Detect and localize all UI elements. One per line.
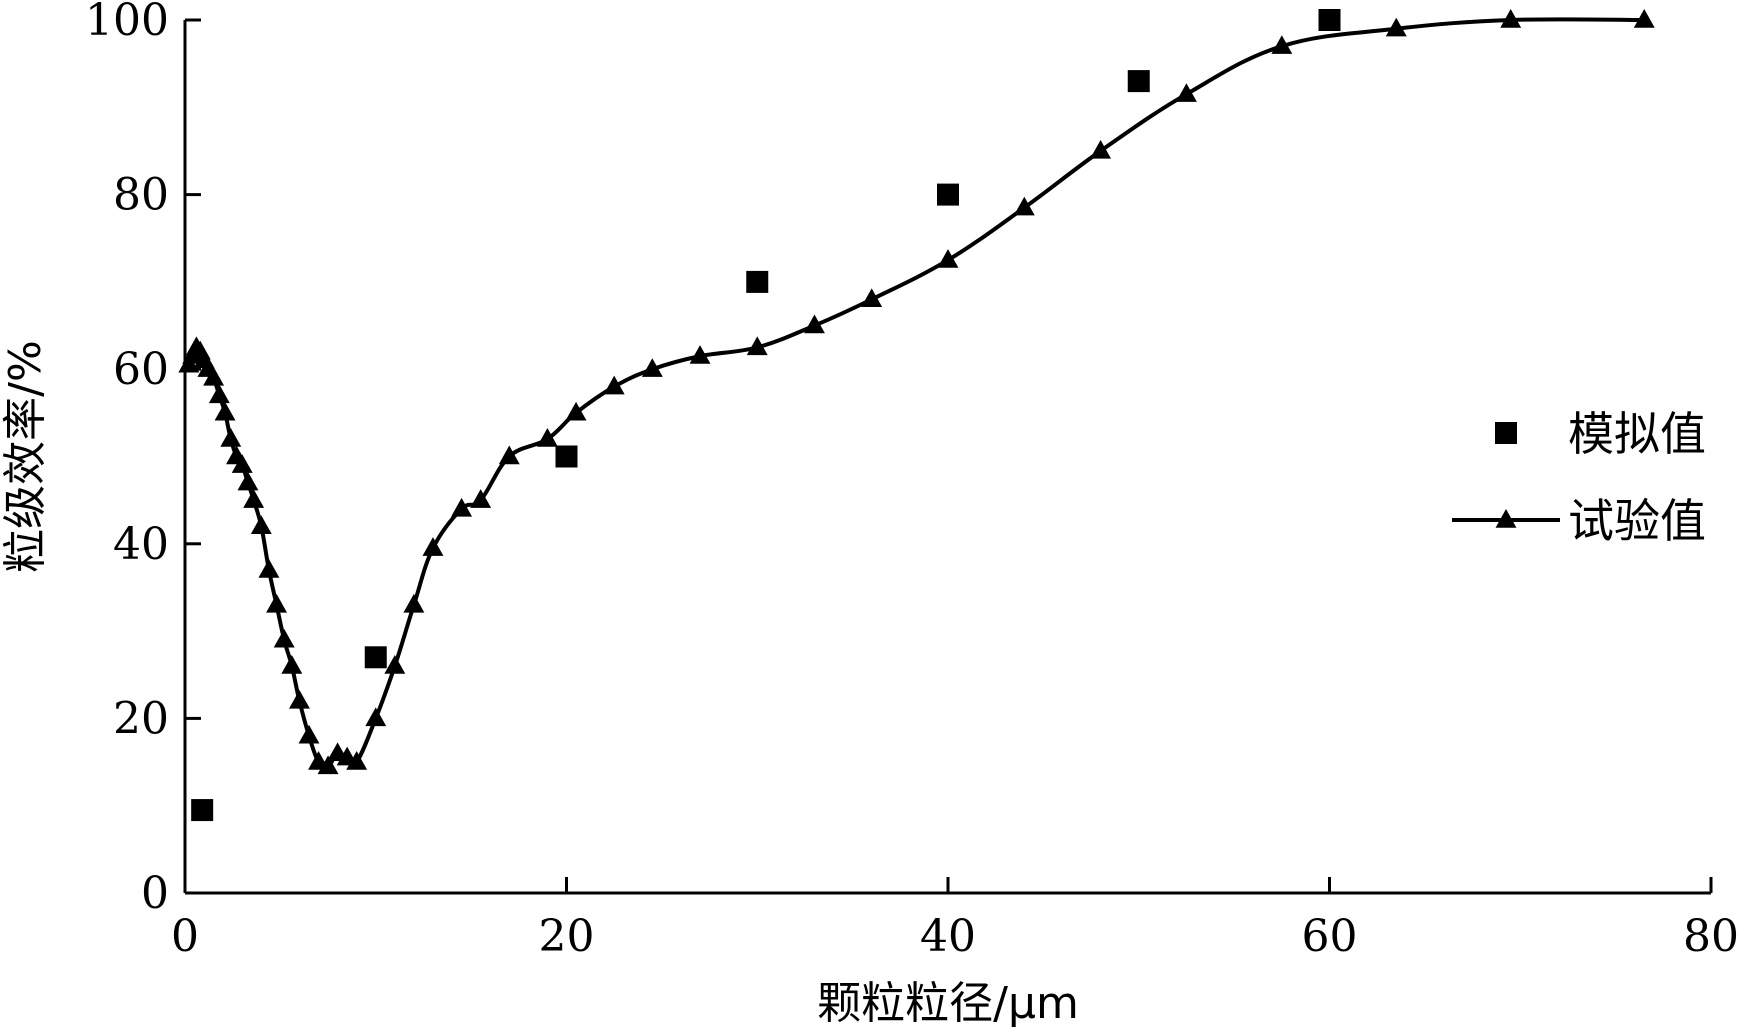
x-tick-label: 60 [1302, 911, 1358, 962]
y-axis: 0 20 40 60 80 100 [85, 0, 201, 919]
data-point-triangle [498, 445, 520, 465]
y-tick-label: 80 [113, 170, 169, 221]
legend-label: 模拟值 [1568, 407, 1706, 461]
y-tick-label: 40 [113, 519, 169, 570]
data-point-triangle [689, 345, 711, 364]
data-point-triangle [250, 515, 272, 535]
data-point-square [746, 270, 769, 293]
y-tick-label: 0 [141, 868, 169, 919]
x-tick-label: 20 [539, 911, 595, 962]
series-line [186, 17, 1645, 770]
data-point-triangle [273, 628, 295, 648]
data-point-square [364, 646, 387, 669]
data-point-triangle [1013, 196, 1035, 216]
x-tick-label: 0 [171, 911, 199, 962]
legend-marker-square [1495, 422, 1517, 444]
y-tick-label: 20 [113, 693, 169, 744]
data-point-triangle [1271, 35, 1293, 54]
legend-item-2: 试验值 [1452, 494, 1706, 548]
series-layer [178, 9, 1655, 822]
data-point-square [555, 445, 578, 468]
data-point-triangle [365, 707, 387, 727]
data-point-triangle [220, 428, 242, 447]
data-point-triangle [422, 537, 444, 556]
data-point-triangle [237, 471, 259, 491]
data-point-triangle [1385, 17, 1407, 37]
data-point-triangle [565, 401, 587, 421]
data-point-triangle [536, 428, 558, 447]
data-point-triangle [266, 593, 288, 613]
data-point-triangle [937, 249, 959, 268]
data-point-triangle [804, 314, 825, 334]
x-tick-label: 40 [920, 911, 976, 962]
legend-marker-triangle [1495, 509, 1517, 528]
data-point-triangle [317, 755, 339, 775]
legend-item-1: 模拟值 [1495, 407, 1706, 461]
data-point-triangle [281, 655, 303, 674]
x-tick-label: 80 [1683, 911, 1739, 962]
y-tick-label: 60 [113, 344, 169, 395]
data-point-triangle [203, 366, 225, 386]
data-point-triangle [289, 689, 310, 709]
data-point-triangle [243, 489, 265, 508]
data-point-triangle [298, 724, 320, 744]
y-axis-title: 粒级效率/% [0, 340, 51, 573]
data-point-square [1127, 70, 1150, 93]
series-2 [178, 9, 1655, 775]
data-point-triangle [231, 454, 253, 473]
x-axis-title: 颗粒粒径/μm [817, 978, 1079, 1029]
series-1 [191, 9, 1341, 822]
data-point-triangle [470, 489, 492, 508]
data-point-square [937, 183, 959, 206]
data-point-triangle [641, 358, 663, 377]
x-axis: 0 20 40 60 80 [171, 877, 1739, 962]
data-point-triangle [1175, 83, 1197, 102]
data-point-triangle [1500, 9, 1522, 28]
data-point-triangle [208, 384, 230, 404]
data-point-square [191, 799, 214, 822]
data-point-triangle [214, 401, 236, 421]
data-point-triangle [403, 593, 425, 613]
data-point-triangle [346, 751, 368, 770]
legend-label: 试验值 [1568, 494, 1706, 548]
data-point-triangle [1090, 139, 1112, 159]
y-tick-label: 100 [85, 0, 169, 46]
data-point-triangle [1633, 9, 1655, 28]
data-point-triangle [746, 336, 768, 356]
data-point-triangle [451, 497, 473, 517]
data-point-triangle [861, 288, 883, 308]
data-point-triangle [384, 655, 406, 674]
data-point-triangle [258, 558, 280, 578]
data-point-triangle [603, 375, 625, 395]
data-point-square [1318, 9, 1341, 31]
